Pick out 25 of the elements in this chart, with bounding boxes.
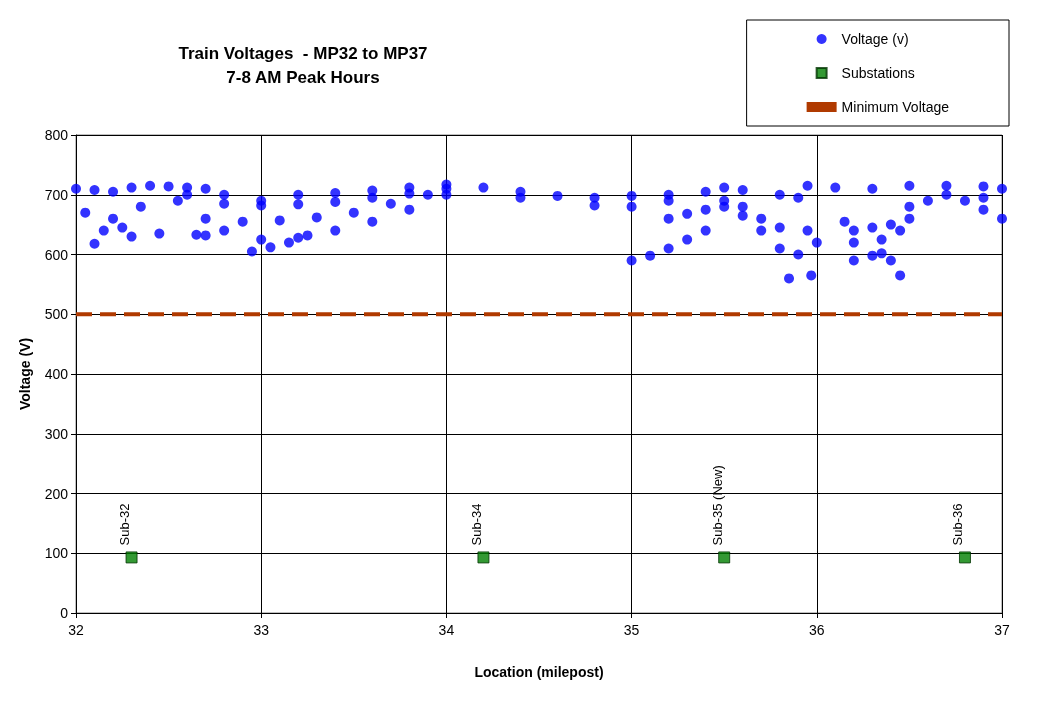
legend-label: Substations — [841, 65, 915, 81]
x-tick-label: 36 — [809, 622, 825, 638]
x-axis-title: Location (milepost) — [474, 664, 604, 680]
x-tick-label: 34 — [438, 622, 455, 638]
legend-label: Voltage (v) — [841, 31, 909, 47]
x-tick-label: 37 — [994, 622, 1010, 638]
annotation: Sub-36 — [950, 503, 966, 546]
y-tick-label: 500 — [44, 306, 69, 323]
y-tick-label: 800 — [44, 127, 69, 143]
y-tick-label: 600 — [44, 246, 69, 263]
y-axis-title: Voltage (V) — [17, 337, 33, 411]
y-tick-label: 400 — [44, 366, 69, 382]
y-tick-label: 0 — [60, 605, 69, 621]
annotation: Sub-32 — [117, 503, 133, 546]
y-tick-label: 200 — [44, 485, 69, 502]
chart-title: Train Voltages - MP32 to MP37 — [178, 44, 428, 63]
legend-label: Minimum Voltage — [841, 99, 950, 115]
chart-subtitle: 7-8 AM Peak Hours — [226, 68, 380, 87]
y-tick-label: 100 — [44, 545, 69, 562]
y-tick-label: 300 — [44, 425, 69, 442]
y-tick-label: 700 — [44, 186, 69, 203]
x-tick-label: 33 — [253, 622, 270, 638]
x-tick-label: 35 — [623, 622, 640, 638]
annotation: Sub-34 — [468, 503, 484, 546]
x-tick-label: 32 — [68, 622, 84, 638]
